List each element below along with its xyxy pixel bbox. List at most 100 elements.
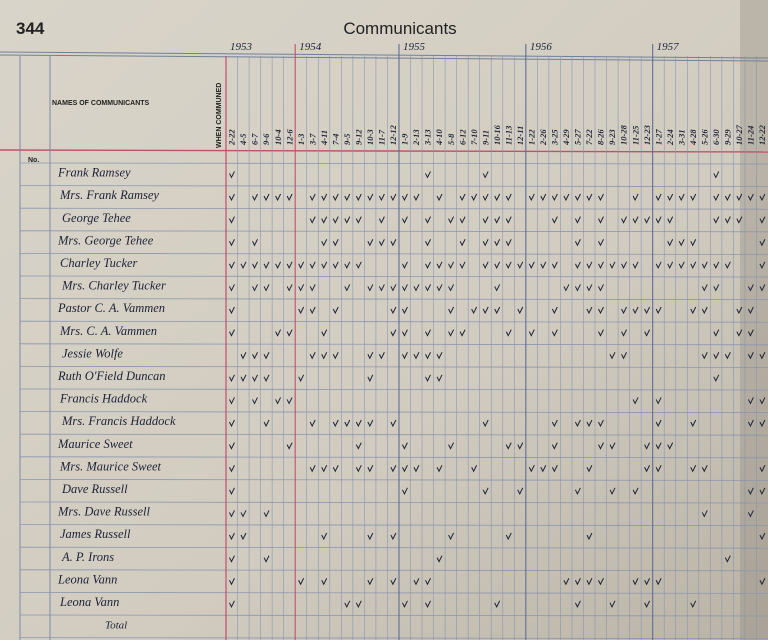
check-mark	[598, 329, 604, 337]
check-mark	[367, 193, 374, 202]
check-mark	[263, 261, 270, 269]
row-line	[19, 433, 768, 436]
column-date: 1-9	[400, 133, 410, 145]
column-date: 10-3	[365, 129, 375, 145]
row-line	[19, 569, 768, 572]
check-mark	[229, 374, 235, 382]
check-mark	[401, 487, 408, 495]
column-date: 9-11	[480, 130, 490, 145]
column-date: 7-10	[469, 129, 479, 145]
check-mark	[586, 578, 593, 586]
check-mark	[229, 306, 235, 315]
check-mark	[690, 261, 697, 269]
check-mark	[425, 578, 431, 586]
check-mark	[229, 600, 235, 608]
check-mark	[713, 193, 720, 202]
check-mark	[713, 216, 720, 224]
check-mark	[655, 261, 662, 269]
check-mark	[321, 239, 328, 247]
check-mark	[436, 374, 443, 382]
check-mark	[540, 193, 547, 202]
check-mark	[517, 487, 524, 495]
check-mark	[528, 261, 535, 269]
check-mark	[263, 374, 270, 382]
check-mark	[528, 329, 535, 337]
check-mark	[401, 600, 408, 608]
check-mark	[459, 216, 466, 224]
page-edge-shadow	[740, 0, 768, 640]
check-mark	[482, 216, 489, 224]
row-line	[19, 456, 768, 459]
check-mark	[425, 352, 431, 360]
check-mark	[275, 397, 282, 405]
check-mark	[517, 442, 524, 450]
check-mark	[378, 284, 385, 292]
column-date: 1-27	[653, 129, 663, 145]
check-mark	[263, 510, 270, 518]
column-date: 12-23	[642, 124, 652, 145]
check-mark	[344, 216, 351, 224]
check-mark	[690, 193, 697, 202]
column-date: 8-26	[596, 129, 606, 145]
check-mark	[240, 374, 247, 382]
check-mark	[586, 465, 593, 473]
check-mark	[563, 578, 570, 586]
check-mark	[655, 419, 662, 428]
check-mark	[332, 216, 339, 224]
check-mark	[378, 193, 385, 202]
check-mark	[598, 239, 604, 247]
check-mark	[747, 352, 754, 360]
check-mark	[505, 329, 512, 337]
check-mark	[505, 239, 512, 247]
check-mark	[229, 419, 235, 428]
row-line	[19, 637, 768, 639]
column-date: 5-8	[446, 133, 456, 145]
date-heading: WHEN COMMUNED	[216, 83, 223, 148]
check-mark	[667, 216, 674, 224]
check-mark	[747, 397, 754, 405]
check-mark	[747, 284, 754, 292]
check-mark	[459, 193, 466, 202]
check-mark	[229, 555, 235, 563]
column-date: 9-29	[723, 129, 733, 145]
communicant-name: Leona Vann	[57, 572, 117, 586]
communicant-name: Mrs. George Tehee	[57, 233, 154, 247]
column-date: 4-5	[238, 133, 248, 146]
check-mark	[759, 419, 766, 428]
row-line	[19, 478, 768, 481]
check-mark	[252, 397, 258, 405]
check-mark	[471, 306, 478, 315]
column-date: 9-5	[342, 133, 352, 145]
check-mark	[505, 442, 512, 450]
check-mark	[678, 239, 685, 247]
page-number: 344	[16, 19, 45, 38]
check-mark	[505, 216, 512, 224]
check-mark	[586, 419, 593, 428]
check-mark	[448, 261, 455, 269]
check-mark	[598, 442, 604, 450]
check-mark	[390, 284, 397, 292]
check-mark	[736, 216, 743, 224]
check-mark	[586, 261, 593, 269]
communicant-name: A. P. Irons	[61, 550, 114, 564]
check-mark	[759, 487, 766, 495]
check-mark	[309, 284, 316, 292]
check-mark	[286, 329, 293, 337]
column-date: 2-26	[538, 129, 548, 146]
communicant-name: Mrs. Francis Haddock	[61, 414, 176, 428]
check-mark	[425, 329, 431, 337]
check-mark	[401, 216, 408, 224]
check-mark	[505, 193, 512, 202]
communicant-name: Mrs. Maurice Sweet	[59, 459, 162, 473]
check-mark	[355, 465, 362, 473]
check-mark	[482, 171, 489, 179]
check-mark	[747, 487, 754, 495]
year-label: 1955	[403, 41, 426, 53]
check-mark	[401, 352, 408, 360]
row-line	[19, 162, 768, 165]
check-mark	[621, 306, 627, 315]
check-mark	[448, 216, 455, 224]
check-mark	[701, 284, 708, 292]
check-mark	[425, 284, 431, 292]
check-mark	[425, 216, 431, 224]
